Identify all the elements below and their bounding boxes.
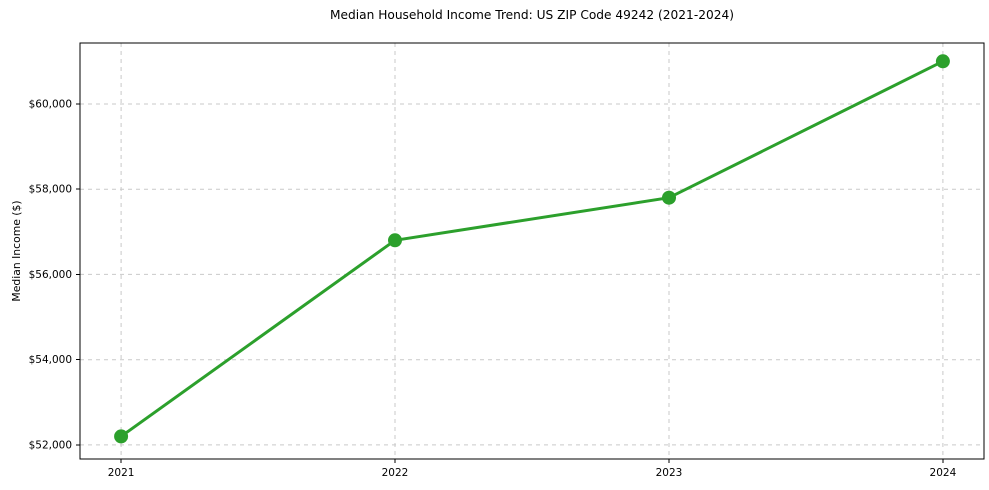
y-tick-label: $58,000 — [29, 184, 72, 196]
data-point — [114, 429, 129, 444]
data-point — [662, 190, 676, 205]
x-tick-label: 2022 — [382, 467, 409, 479]
data-point — [388, 233, 402, 248]
y-tick-label: $56,000 — [29, 269, 72, 281]
y-tick-label: $54,000 — [29, 354, 72, 366]
y-tick-label: $52,000 — [29, 439, 72, 451]
x-tick-label: 2024 — [930, 467, 957, 479]
y-tick-label: $60,000 — [29, 99, 72, 111]
chart-title: Median Household Income Trend: US ZIP Co… — [330, 8, 734, 22]
plot-border — [79, 42, 985, 460]
data-point — [935, 54, 950, 69]
x-tick-label: 2021 — [108, 467, 135, 479]
trend-line — [119, 59, 945, 438]
y-axis-label: Median Income ($) — [10, 200, 23, 301]
x-tick-label: 2023 — [656, 467, 683, 479]
